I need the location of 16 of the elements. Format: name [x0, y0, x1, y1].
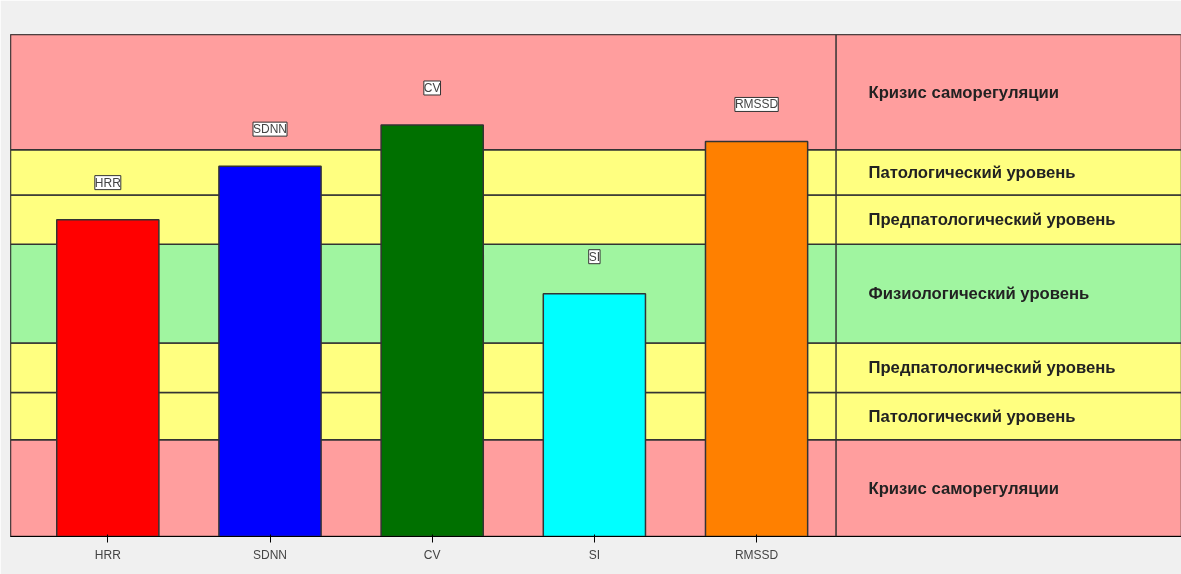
band-label: Предпатологический уровень — [868, 358, 1116, 378]
x-tick-label: HRR — [94, 547, 122, 562]
category-label: SI — [588, 249, 601, 264]
category-label: HRR — [94, 175, 121, 190]
x-tick-label: CV — [423, 547, 441, 562]
category-label: RMSSD — [734, 97, 779, 112]
band-label: Кризис саморегуляции — [868, 478, 1059, 498]
category-label: SDNN — [253, 122, 288, 137]
x-tick-label: SI — [588, 547, 601, 562]
band-label: Предпатологический уровень — [868, 210, 1116, 230]
band-label: Физиологический уровень — [868, 284, 1090, 304]
x-tick-label: SDNN — [253, 547, 288, 562]
band-label: Кризис саморегуляции — [868, 82, 1059, 102]
band-label: Патологический уровень — [868, 406, 1076, 426]
x-tick-label: RMSSD — [734, 547, 779, 562]
band-label: Патологический уровень — [868, 162, 1076, 182]
